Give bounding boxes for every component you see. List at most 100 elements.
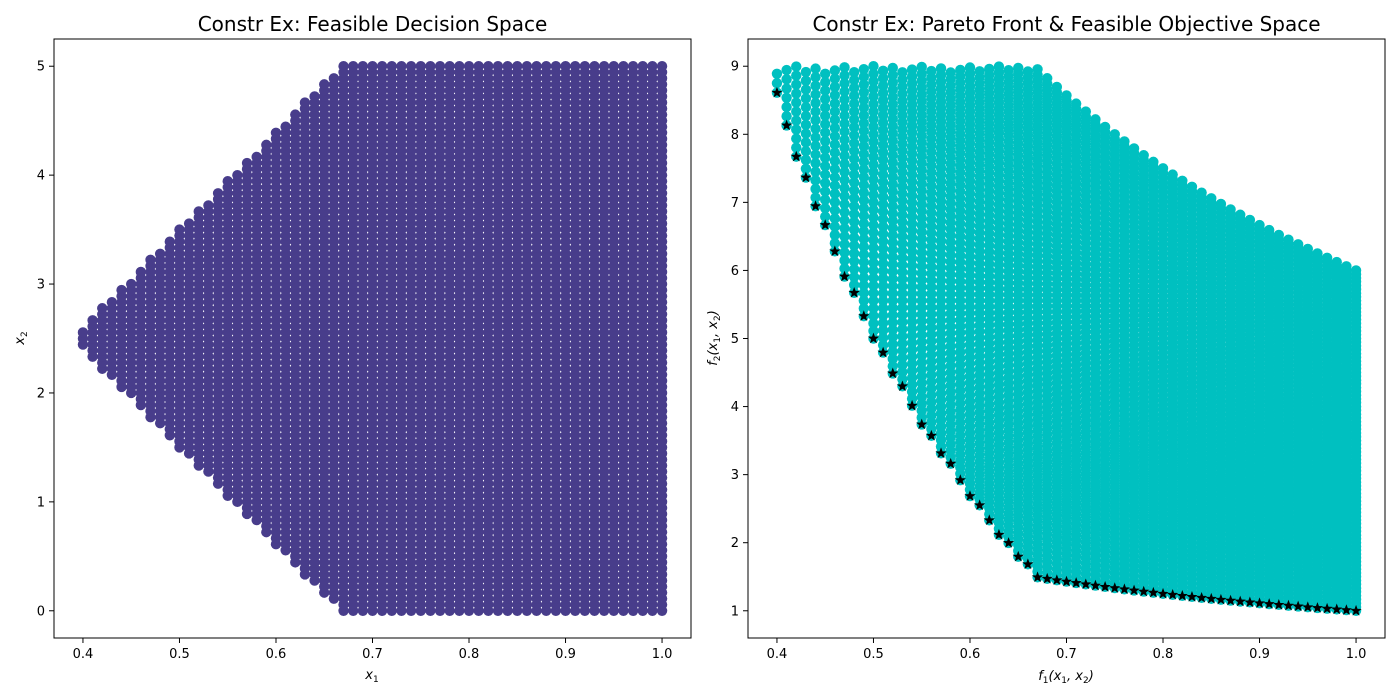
- decision-point: [444, 61, 455, 72]
- chart-title: Constr Ex: Feasible Decision Space: [198, 12, 548, 36]
- objective-point: [877, 273, 889, 284]
- decision-point: [116, 284, 127, 296]
- decision-point: [126, 278, 137, 290]
- objective-point: [791, 115, 802, 126]
- objective-point: [839, 110, 850, 121]
- objective-point: [887, 310, 898, 321]
- decision-point: [589, 61, 600, 72]
- objective-point: [791, 79, 802, 90]
- objective-point: [848, 232, 860, 243]
- objective-point: [820, 203, 831, 214]
- objective-point: [916, 61, 927, 73]
- objective-point: [839, 182, 850, 194]
- objective-point: [848, 130, 860, 141]
- objective-point: [820, 211, 831, 222]
- objective-point: [868, 280, 879, 291]
- objective-point: [848, 208, 860, 220]
- decision-point: [183, 218, 195, 229]
- objective-point: [897, 109, 908, 121]
- decision-point: [106, 297, 118, 308]
- objective-point: [791, 88, 802, 99]
- objective-point: [771, 68, 783, 79]
- objective-point: [897, 202, 908, 214]
- x-axis-label: x1: [364, 668, 378, 685]
- objective-point: [868, 151, 879, 163]
- objective-point: [868, 227, 879, 238]
- objective-point: [829, 221, 841, 232]
- objective-point: [800, 93, 812, 104]
- objective-point: [839, 78, 850, 89]
- objective-point: [858, 63, 870, 75]
- objective-point: [839, 118, 850, 129]
- objective-point: [820, 119, 831, 130]
- objective-point: [839, 102, 850, 113]
- objective-point: [868, 136, 879, 148]
- x-tick-label: 0.5: [169, 647, 190, 662]
- objective-point: [829, 98, 841, 109]
- objective-point: [877, 332, 889, 343]
- objective-point: [829, 65, 841, 76]
- objective-point: [868, 219, 879, 231]
- objective-point: [897, 138, 908, 149]
- objective-point: [877, 154, 889, 165]
- objective-point: [820, 135, 831, 147]
- objective-point: [829, 163, 841, 175]
- objective-point: [887, 150, 898, 161]
- objective-point: [877, 139, 889, 151]
- objective-point: [868, 325, 879, 337]
- objective-point: [887, 215, 898, 226]
- objective-point: [858, 187, 870, 198]
- decision-point: [473, 61, 484, 72]
- objective-point: [810, 140, 821, 152]
- objective-point: [791, 70, 802, 81]
- objective-point: [839, 70, 850, 81]
- objective-point: [868, 113, 879, 125]
- objective-point: [868, 91, 879, 102]
- objective-point: [877, 317, 889, 329]
- objective-point: [868, 197, 879, 208]
- objective-point: [887, 266, 898, 277]
- decision-point: [77, 327, 89, 338]
- objective-point: [858, 79, 870, 90]
- objective-point: [887, 331, 898, 343]
- decision-point: [145, 254, 156, 266]
- objective-point: [877, 73, 889, 84]
- decision-point: [569, 61, 581, 72]
- objective-point: [868, 204, 879, 216]
- decision-point: [251, 151, 262, 163]
- objective-point: [868, 310, 879, 322]
- decision-space-chart: Constr Ex: Feasible Decision Space 0.4 0.…: [13, 12, 692, 685]
- objective-point: [839, 158, 850, 170]
- objective-point: [820, 186, 831, 197]
- objective-point: [858, 218, 870, 229]
- objective-point: [858, 148, 870, 160]
- objective-point: [839, 206, 850, 218]
- objective-point: [906, 64, 918, 75]
- objective-point: [877, 228, 889, 240]
- objective-point: [800, 119, 812, 130]
- objective-point: [800, 163, 812, 174]
- objective-point: [839, 231, 850, 242]
- objective-space-chart: Constr Ex: Pareto Front & Feasible Objec…: [706, 12, 1386, 686]
- objective-point: [858, 87, 870, 98]
- objective-point: [858, 125, 870, 137]
- objective-point: [868, 265, 879, 276]
- objective-point: [791, 97, 802, 108]
- decision-point: [405, 61, 417, 72]
- decision-point: [328, 73, 340, 84]
- objective-point: [829, 147, 841, 158]
- objective-point: [887, 302, 898, 314]
- objective-point: [877, 236, 889, 247]
- objective-point: [829, 89, 841, 101]
- objective-point: [877, 288, 889, 299]
- objective-point: [887, 360, 898, 372]
- objective-point: [858, 117, 870, 129]
- decision-point: [637, 61, 648, 72]
- objective-point: [887, 193, 898, 205]
- objective-point: [848, 248, 860, 259]
- objective-point: [887, 84, 898, 95]
- objective-point: [810, 63, 821, 74]
- decision-point: [270, 127, 282, 138]
- objective-point: [887, 70, 898, 81]
- objective-point: [877, 184, 889, 195]
